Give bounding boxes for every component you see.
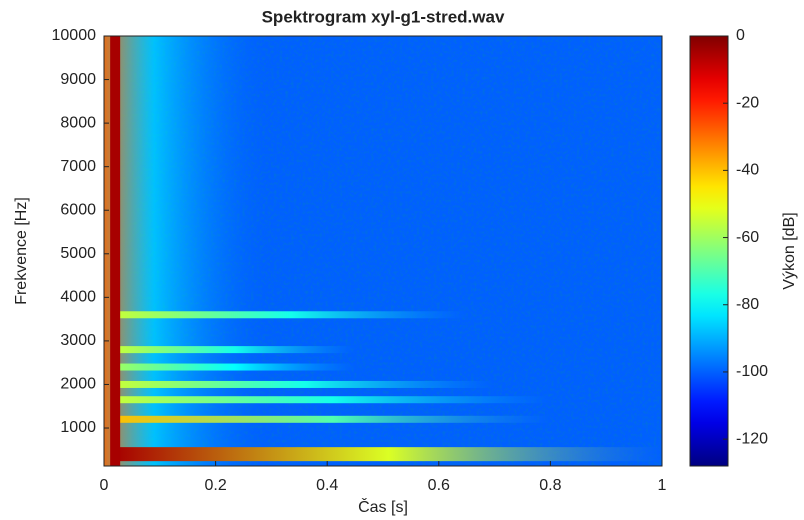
chart-title: Spektrogram xyl-g1-stred.wav xyxy=(262,7,505,26)
y-tick-label: 5000 xyxy=(60,245,96,262)
x-tick-label: 0.2 xyxy=(204,477,226,494)
harmonic-band xyxy=(115,311,467,319)
y-tick-label: 6000 xyxy=(60,201,96,218)
y-tick-label: 10000 xyxy=(52,27,97,44)
harmonic-band xyxy=(115,447,662,462)
onset-haze xyxy=(104,36,272,466)
colorbar-tick-label: -80 xyxy=(736,296,759,313)
axes-frame xyxy=(103,35,663,467)
x-tick-label: 1 xyxy=(658,477,667,494)
harmonic-band xyxy=(115,346,356,354)
colorbar-tick-label: 0 xyxy=(736,27,745,44)
x-axis-label: Čas [s] xyxy=(358,497,408,516)
y-tick-label: 9000 xyxy=(60,71,96,88)
colorbar-frame xyxy=(689,35,729,467)
x-tick-label: 0.6 xyxy=(428,477,450,494)
x-tick-label: 0.4 xyxy=(316,477,338,494)
y-tick-label: 7000 xyxy=(60,158,96,175)
y-tick-label: 8000 xyxy=(60,114,96,131)
harmonic-band xyxy=(115,396,551,404)
y-tick-label: 1000 xyxy=(60,419,96,436)
onset-band xyxy=(110,36,121,466)
colorbar-tick-label: -60 xyxy=(736,229,759,246)
x-tick-label: 0 xyxy=(100,477,109,494)
harmonic-band xyxy=(115,380,495,388)
colorbar-tick-label: -120 xyxy=(736,430,768,447)
harmonic-band xyxy=(115,415,551,423)
colorbar-tick-label: -20 xyxy=(736,94,759,111)
y-axis-label: Frekvence [Hz] xyxy=(13,197,30,305)
colorbar xyxy=(690,36,728,466)
harmonic-band xyxy=(115,363,356,371)
colorbar-tick-label: -40 xyxy=(736,162,759,179)
colorbar-tick-label: -100 xyxy=(736,363,768,380)
colorbar-label: Výkon [dB] xyxy=(781,212,798,289)
y-tick-label: 2000 xyxy=(60,376,96,393)
x-tick-label: 0.8 xyxy=(539,477,561,494)
y-tick-label: 3000 xyxy=(60,332,96,349)
y-tick-label: 4000 xyxy=(60,289,96,306)
